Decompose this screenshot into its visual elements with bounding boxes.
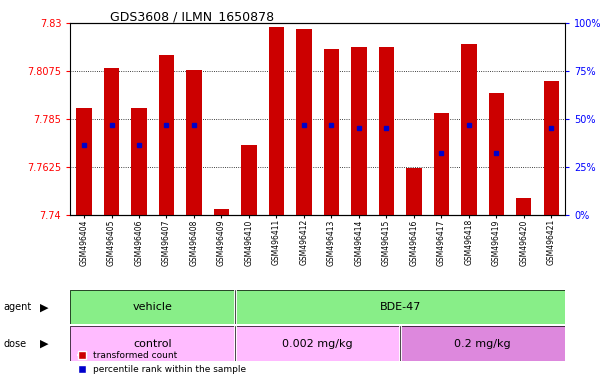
Text: ▶: ▶	[40, 339, 48, 349]
Text: control: control	[133, 339, 172, 349]
Bar	[104, 68, 119, 215]
Text: ▶: ▶	[40, 302, 48, 312]
Text: 0.2 mg/kg: 0.2 mg/kg	[455, 339, 511, 349]
Bar	[544, 81, 559, 215]
Bar	[214, 209, 229, 215]
Bar	[241, 145, 257, 215]
Text: agent: agent	[3, 302, 31, 312]
Bar	[235, 326, 400, 361]
Bar	[400, 326, 565, 361]
Bar	[434, 113, 449, 215]
Bar	[131, 108, 147, 215]
Bar	[235, 290, 565, 324]
Bar	[489, 93, 504, 215]
Legend: transformed count, percentile rank within the sample: transformed count, percentile rank withi…	[75, 348, 249, 377]
Bar	[76, 108, 92, 215]
Bar	[461, 45, 477, 215]
Bar	[296, 30, 312, 215]
Text: vehicle: vehicle	[133, 302, 173, 312]
Bar	[406, 168, 422, 215]
Text: dose: dose	[3, 339, 26, 349]
Bar	[70, 326, 235, 361]
Bar	[159, 55, 174, 215]
Bar	[379, 46, 394, 215]
Bar	[324, 49, 339, 215]
Bar	[186, 70, 202, 215]
Bar	[70, 290, 235, 324]
Bar	[351, 46, 367, 215]
Bar	[269, 27, 284, 215]
Text: 0.002 mg/kg: 0.002 mg/kg	[282, 339, 353, 349]
Text: GDS3608 / ILMN_1650878: GDS3608 / ILMN_1650878	[110, 10, 274, 23]
Text: BDE-47: BDE-47	[379, 302, 421, 312]
Bar	[516, 198, 532, 215]
